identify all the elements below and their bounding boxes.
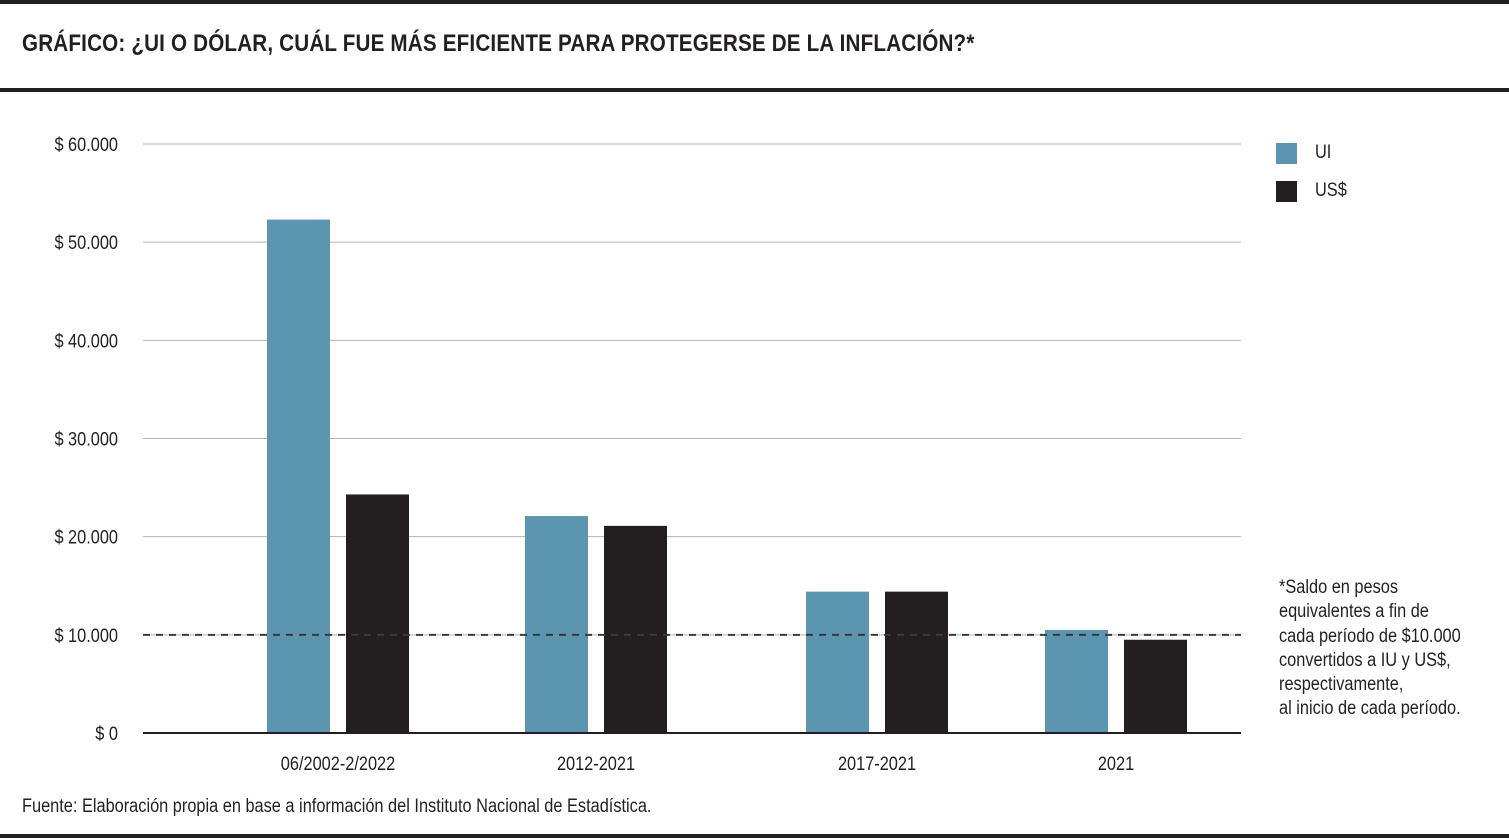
top-rule (0, 0, 1509, 4)
legend: UI US$ (1276, 142, 1352, 218)
source-note: Fuente: Elaboración propia en base a inf… (22, 796, 652, 817)
x-tick-label: 2017-2021 (838, 753, 916, 774)
footnote-line: al inicio de cada período. (1279, 698, 1461, 720)
y-tick-label: $ 60.000 (54, 134, 118, 155)
title-rule (0, 88, 1509, 92)
footnote-line: equivalentes a fin de (1279, 601, 1429, 623)
y-tick-label: $ 50.000 (54, 232, 118, 253)
y-tick-label: $ 20.000 (54, 527, 118, 548)
footnote-line: *Saldo en pesos (1279, 577, 1399, 598)
chart-title: GRÁFICO: ¿UI O DÓLAR, CUÁL FUE MÁS EFICI… (22, 30, 975, 57)
footnote-line: cada período de $10.000 (1279, 625, 1461, 647)
y-tick-label: $ 40.000 (54, 330, 118, 351)
legend-label-usd: US$ (1315, 180, 1347, 201)
footnote-line: convertidos a IU y US$, (1279, 649, 1451, 671)
y-tick-label: $ 0 (95, 723, 118, 744)
bar-usd (885, 591, 948, 733)
bar-ui (1045, 629, 1108, 733)
bar-ui (525, 516, 588, 733)
y-tick-label: $ 10.000 (54, 625, 118, 646)
bar-ui (806, 591, 869, 733)
legend-label-ui: UI (1315, 142, 1332, 163)
y-tick-label: $ 30.000 (54, 428, 118, 449)
x-tick-label: 2012-2021 (557, 753, 635, 774)
legend-item-ui: UI (1276, 142, 1352, 164)
legend-swatch-ui (1276, 142, 1297, 164)
footnote-line: respectivamente, (1279, 674, 1404, 696)
footnote: *Saldo en pesos equivalentes a fin de ca… (1279, 576, 1461, 722)
legend-swatch-usd (1276, 180, 1297, 202)
bar-usd (1124, 639, 1187, 733)
x-tick-label: 06/2002-2/2022 (281, 753, 395, 774)
legend-item-usd: US$ (1276, 180, 1352, 202)
x-tick-label: 2021 (1098, 753, 1134, 774)
bottom-rule (0, 834, 1509, 838)
bar-usd (604, 525, 667, 733)
bar-ui (267, 219, 330, 734)
bar-usd (346, 494, 409, 733)
